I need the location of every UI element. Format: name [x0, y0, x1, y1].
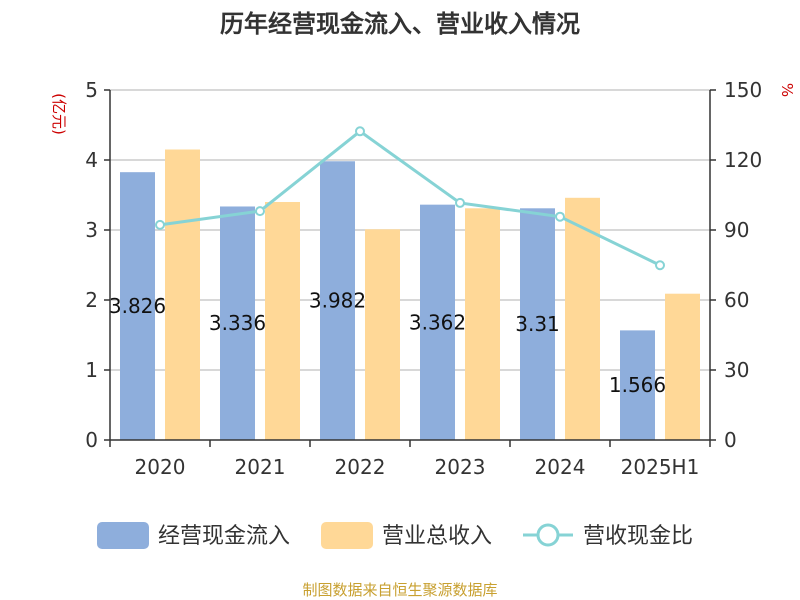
bars: [120, 149, 700, 440]
legend-label-revenue: 营业总收入: [382, 524, 492, 549]
data-label-cash-inflow: 3.31: [515, 312, 560, 336]
right-tick-label: 30: [724, 358, 749, 382]
left-tick-label: 3: [85, 218, 98, 242]
right-tick-label: 150: [724, 78, 762, 102]
gridlines: [110, 89, 710, 371]
legend-swatch-revenue: [321, 522, 373, 549]
bar-cash-inflow: [620, 330, 655, 440]
ratio-point: [455, 197, 465, 208]
right-axis-unit: %: [778, 83, 796, 97]
right-tick-label: 90: [724, 218, 749, 242]
legend: 经营现金流入 营业总收入 营收现金比: [97, 522, 693, 549]
data-label-cash-inflow: 3.826: [109, 294, 166, 318]
ratio-point: [255, 206, 265, 217]
chart-title: 历年经营现金流入、营业收入情况: [220, 10, 580, 38]
legend-label-cash-inflow: 经营现金流入: [158, 524, 290, 549]
x-tick-label: 2022: [335, 455, 386, 479]
bar-revenue: [165, 149, 200, 440]
ratio-point: [355, 126, 365, 137]
x-tick-label: 2020: [135, 455, 186, 479]
x-tick-label: 2021: [235, 455, 286, 479]
bar-cash-inflow: [420, 204, 455, 440]
legend-swatch-ratio-marker: [536, 523, 560, 547]
bar-cash-inflow: [220, 206, 255, 440]
x-tick-label: 2023: [435, 455, 486, 479]
bar-cash-inflow: [320, 161, 355, 440]
data-label-cash-inflow: 1.566: [609, 373, 666, 397]
left-axis-unit: (亿元): [50, 93, 68, 135]
data-label-cash-inflow: 3.362: [409, 310, 466, 334]
ratio-line: [155, 126, 665, 271]
ratio-point: [155, 219, 165, 230]
left-tick-label: 4: [85, 148, 98, 172]
ratio-polyline: [159, 129, 661, 267]
legend-swatch-cash-inflow: [97, 522, 149, 549]
right-tick-label: 0: [724, 428, 737, 452]
right-tick-label: 120: [724, 148, 762, 172]
bar-revenue: [665, 293, 700, 440]
bar-revenue: [265, 202, 300, 440]
left-tick-label: 1: [85, 358, 98, 382]
left-tick-label: 0: [85, 428, 98, 452]
bar-revenue: [465, 208, 500, 440]
source-note: 制图数据来自恒生聚源数据库: [302, 581, 497, 599]
data-labels: 3.826 3.336 3.982 3.362 3.31 1.566: [109, 289, 666, 398]
data-label-cash-inflow: 3.982: [309, 289, 366, 313]
ratio-point: [555, 211, 565, 222]
x-tick-label: 2024: [535, 455, 586, 479]
bar-cash-inflow: [120, 172, 155, 440]
data-label-cash-inflow: 3.336: [209, 311, 266, 335]
axes: 0 1 2 3 4 5 0 30 60 90 120 150 2020 2021 2022 2023 2024 2…: [85, 78, 762, 479]
bar-revenue: [565, 197, 600, 440]
x-tick-label: 2025H1: [621, 455, 700, 479]
bar-cash-inflow: [520, 208, 555, 440]
left-tick-label: 2: [85, 288, 98, 312]
bar-revenue: [365, 229, 400, 440]
legend-label-ratio: 营收现金比: [583, 524, 693, 549]
left-tick-label: 5: [85, 78, 98, 102]
right-tick-label: 60: [724, 288, 749, 312]
ratio-point: [655, 260, 665, 271]
